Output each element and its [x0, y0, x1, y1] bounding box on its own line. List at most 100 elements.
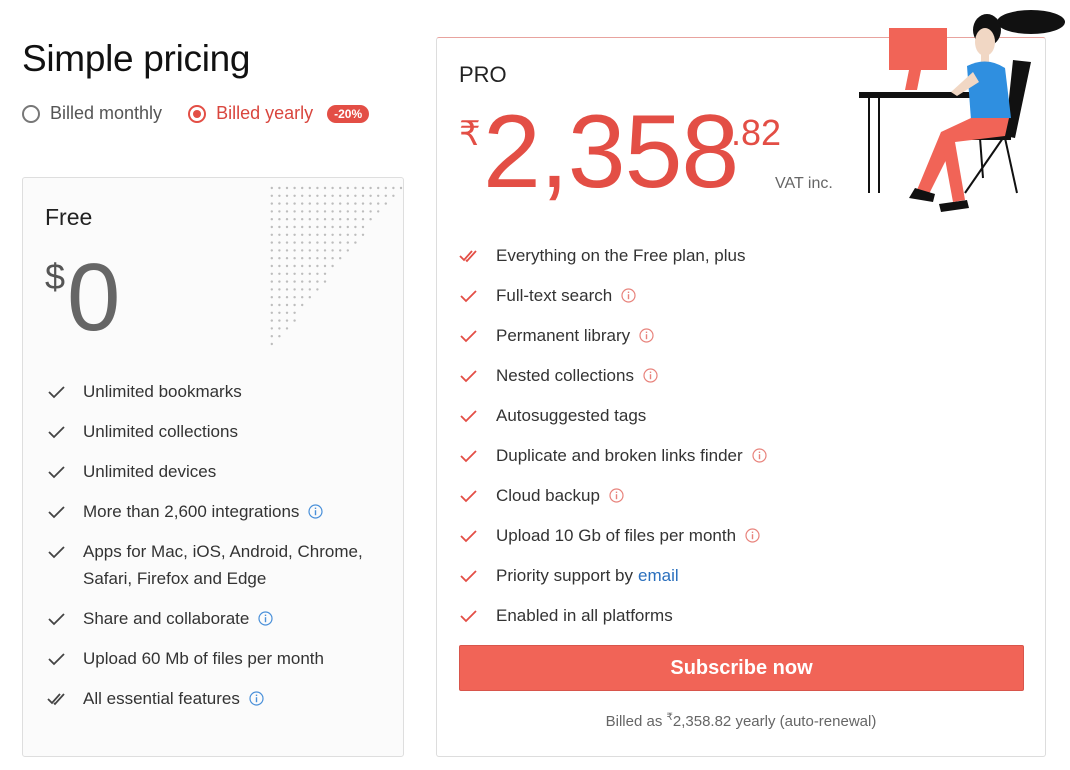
free-plan-card: Free $ 0 Unlimited bookmarks Unlimited co… — [22, 177, 404, 757]
check-icon — [460, 530, 477, 543]
feature-text: Duplicate and broken links finder — [496, 446, 767, 466]
check-wrapper — [459, 328, 496, 344]
feature-item: Cloud backup — [459, 476, 1039, 516]
feature-text: More than 2,600 integrations — [83, 498, 324, 525]
billed-monthly-label: Billed monthly — [50, 103, 163, 123]
check-icon — [48, 465, 65, 478]
check-wrapper — [47, 378, 83, 405]
feature-text: Everything on the Free plan, plus — [496, 246, 746, 265]
feature-text: Apps for Mac, iOS, Android, Chrome, Safa… — [83, 542, 363, 588]
feature-item: Nested collections — [459, 356, 1039, 396]
info-icon[interactable] — [258, 611, 273, 626]
feature-text: Unlimited devices — [83, 462, 217, 481]
feature-item: Permanent library — [459, 316, 1039, 356]
feature-item: Apps for Mac, iOS, Android, Chrome, Safa… — [47, 538, 397, 592]
billed-suffix: 2,358.82 yearly (auto-renewal) — [672, 713, 877, 730]
check-wrapper — [459, 608, 496, 624]
check-icon — [460, 290, 477, 303]
feature-item: All essential features — [47, 685, 397, 712]
pro-price-currency: ₹ — [459, 115, 481, 153]
info-icon[interactable] — [609, 488, 624, 503]
pro-price-cents: .82 — [731, 112, 782, 153]
pro-plan-card: PRO ₹ 2,358 .82 VAT inc. — [436, 10, 1065, 757]
feature-item: Unlimited collections — [47, 418, 397, 445]
feature-text: Enabled in all platforms — [496, 606, 673, 625]
free-plan-price: $ 0 — [45, 250, 120, 346]
info-icon[interactable] — [752, 448, 767, 463]
check-wrapper — [47, 498, 83, 525]
feature-item: Unlimited devices — [47, 458, 397, 485]
feature-text: Full-text search — [496, 286, 636, 306]
feature-item: Unlimited bookmarks — [47, 378, 397, 405]
pro-feature-list: Everything on the Free plan, plus Full-te… — [459, 236, 1039, 636]
check-icon — [460, 610, 477, 623]
page-title: Simple pricing — [22, 38, 251, 79]
feature-text: Unlimited bookmarks — [83, 382, 242, 401]
billing-toggle: Billed monthly Billed yearly -20% — [22, 103, 370, 124]
free-feature-list: Unlimited bookmarks Unlimited collections… — [47, 378, 397, 725]
info-icon[interactable] — [745, 528, 760, 543]
free-price-amount: 0 — [67, 244, 121, 351]
check-icon — [48, 505, 65, 518]
info-icon[interactable] — [643, 368, 658, 383]
feature-text: Nested collections — [496, 366, 658, 386]
feature-text: Autosuggested tags — [496, 406, 647, 425]
discount-badge: -20% — [327, 104, 370, 123]
free-price-currency: $ — [45, 256, 66, 297]
feature-item: Everything on the Free plan, plus — [459, 236, 1039, 276]
check-wrapper — [47, 685, 83, 712]
check-icon — [48, 612, 65, 625]
feature-item: Enabled in all platforms — [459, 596, 1039, 636]
feature-text: Upload 60 Mb of files per month — [83, 649, 324, 668]
billed-monthly-radio[interactable] — [22, 104, 40, 123]
billed-yearly-label: Billed yearly — [216, 103, 314, 123]
billed-note: Billed as ₹2,358.82 yearly (auto-renewal… — [437, 712, 1045, 730]
check-wrapper — [47, 458, 83, 485]
check-wrapper — [459, 568, 496, 584]
check-icon — [460, 370, 477, 383]
feature-item: More than 2,600 integrations — [47, 498, 397, 525]
check-icon — [48, 652, 65, 665]
check-wrapper — [47, 538, 83, 565]
feature-item: Upload 10 Gb of files per month — [459, 516, 1039, 556]
check-wrapper — [47, 645, 83, 672]
check-icon — [460, 490, 477, 503]
pro-plan-name: PRO — [459, 62, 507, 87]
check-icon — [460, 450, 477, 463]
info-icon[interactable] — [308, 504, 324, 519]
check-wrapper — [459, 368, 496, 384]
feature-text: Cloud backup — [496, 486, 624, 506]
person-at-desk-illustration — [859, 10, 1065, 212]
subscribe-button[interactable]: Subscribe now — [459, 645, 1024, 691]
vat-note: VAT inc. — [775, 175, 833, 192]
billed-prefix: Billed as — [605, 713, 667, 730]
check-icon — [460, 410, 477, 423]
feature-text: Permanent library — [496, 326, 654, 346]
check-icon — [48, 385, 65, 398]
billed-monthly-option[interactable]: Billed monthly — [22, 103, 162, 124]
feature-item: Priority support by email — [459, 556, 1039, 596]
double-check-icon — [47, 692, 65, 705]
check-icon — [48, 545, 65, 558]
billed-currency: ₹ — [666, 712, 673, 723]
check-wrapper — [459, 408, 496, 424]
feature-item: Full-text search — [459, 276, 1039, 316]
info-icon[interactable] — [639, 328, 654, 343]
check-wrapper — [459, 448, 496, 464]
feature-text: Unlimited collections — [83, 422, 238, 441]
info-icon[interactable] — [621, 288, 636, 303]
check-wrapper — [459, 288, 496, 304]
check-wrapper — [459, 488, 496, 504]
feature-text: Share and collaborate — [83, 605, 273, 632]
billed-yearly-radio[interactable] — [188, 104, 207, 123]
check-wrapper — [459, 248, 496, 264]
check-icon — [48, 425, 65, 438]
feature-text: All essential features — [83, 685, 264, 712]
check-wrapper — [47, 418, 83, 445]
check-wrapper — [459, 528, 496, 544]
info-icon[interactable] — [249, 691, 264, 706]
free-plan-name: Free — [45, 204, 93, 230]
billed-yearly-option[interactable]: Billed yearly — [188, 103, 313, 124]
email-link[interactable]: email — [638, 566, 679, 585]
dot-pattern-decoration — [270, 186, 403, 346]
